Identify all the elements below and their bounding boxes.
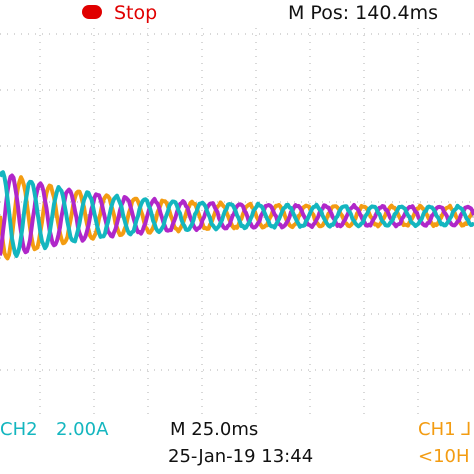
run-status-text: Stop: [114, 2, 158, 24]
top-status-bar: Stop M Pos: 140.4ms: [0, 0, 474, 28]
ch2-label: CH2: [0, 419, 38, 440]
ch2-scale: 2.00A: [56, 419, 109, 440]
frequency-readout: <10H: [418, 446, 470, 467]
waveform-orange: [0, 175, 474, 261]
ch1-label: CH1 ⅃: [418, 419, 472, 440]
position-readout: M Pos: 140.4ms: [288, 2, 438, 24]
waveform-teal: [0, 170, 474, 258]
timebase-readout: M 25.0ms: [170, 419, 259, 440]
stop-indicator-icon: [82, 5, 102, 19]
date-time-readout: 25-Jan-19 13:44: [168, 446, 314, 467]
